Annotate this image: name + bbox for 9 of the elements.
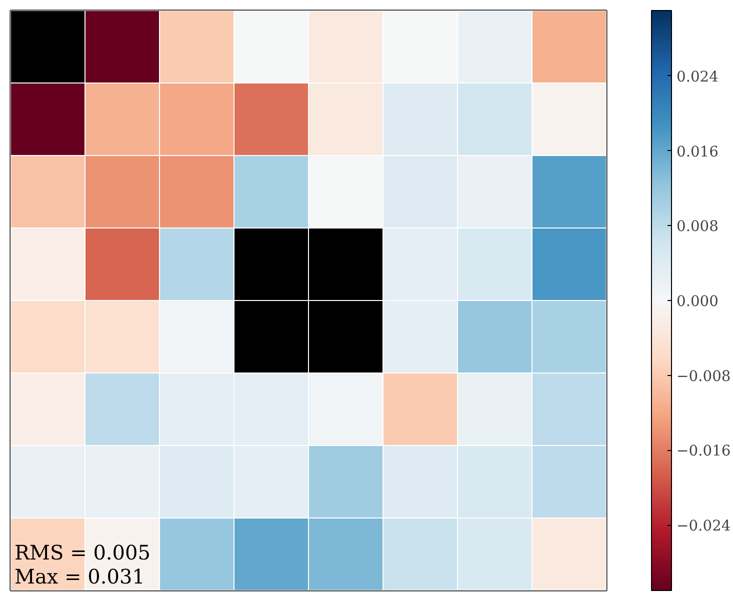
color-bar-label: −0.016 — [676, 442, 731, 460]
annotation: Max = 0.031 — [14, 564, 145, 588]
color-bar-label: 0.008 — [676, 218, 718, 236]
color-bar-label: 0.000 — [676, 293, 718, 310]
color-bar-label: 0.024 — [676, 68, 718, 86]
annotation: RMS = 0.005 — [14, 540, 150, 564]
color-bar-label: −0.024 — [676, 518, 731, 535]
color-bar-label: −0.008 — [676, 368, 731, 385]
color-bar-label: 0.016 — [676, 143, 718, 160]
